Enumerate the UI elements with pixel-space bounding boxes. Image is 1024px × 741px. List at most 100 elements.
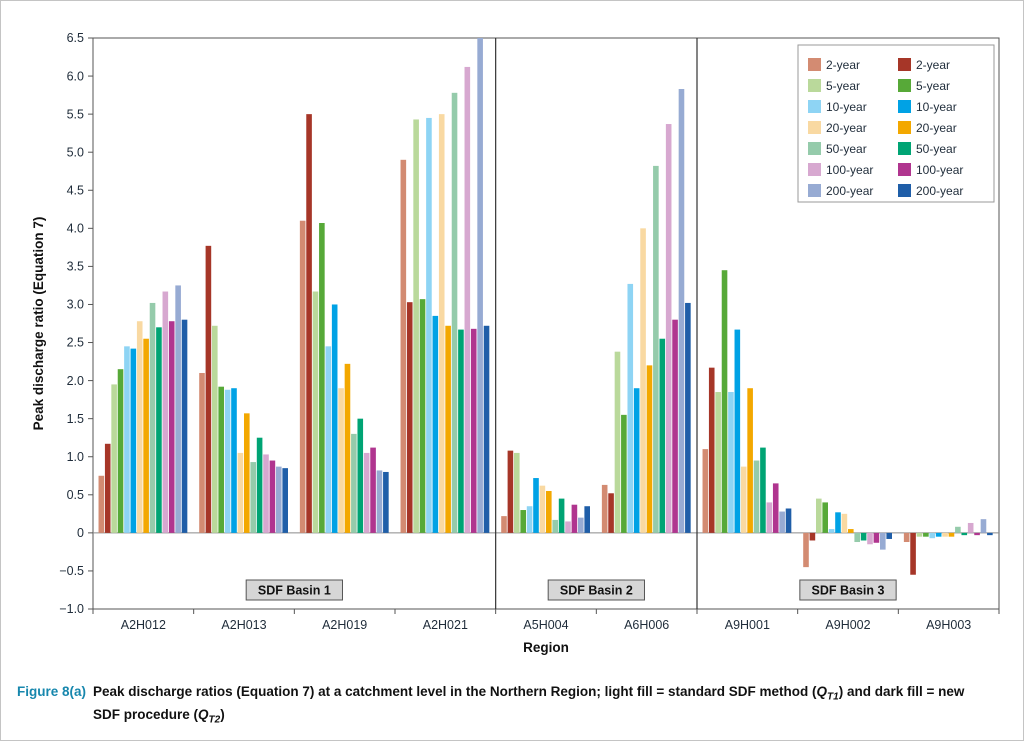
y-tick-label: 2.0 [67,374,84,388]
bar-chart: 6.5 6.0 5.5 5.0 4.5 4.0 3.5 3.0 2.5 2.0 1.5 1.0 0.5 0… [31,31,1000,655]
bar-A9H001-10-year-dark [734,329,741,533]
bar-A2H012-10-year-dark [130,348,137,533]
bar-A2H021-10-year-dark [432,315,439,533]
legend-swatch-light-2-year [808,58,821,71]
bar-A5H004-5-year-dark [520,510,526,533]
legend-swatch-dark-5-year [898,79,911,92]
bar-A2H019-50-year-light [351,433,357,533]
caption-line-1: Peak discharge ratios (Equation 7) at a … [93,684,965,703]
bar-A9H002-50-year-dark [860,532,867,541]
bar-A5H004-50-year-light [552,519,558,533]
x-tick-label: A2H012 [121,618,166,632]
bar-A9H002-20-year-dark [848,529,854,533]
bar-A5H004-10-year-light [526,506,533,533]
bar-A2H013-5-year-dark [218,386,224,533]
basin-label: SDF Basin 3 [799,579,897,601]
bar-A6H006-200-year-light [678,89,685,533]
bar-A6H006-5-year-light [614,351,621,533]
bar-A6H006-100-year-dark [672,319,678,533]
bar-A9H002-200-year-dark [886,532,892,539]
legend-label-dark: 5-year [916,79,950,93]
bar-A9H003-200-year-light [980,519,987,533]
bar-A9H001-2-year-dark [708,367,715,533]
bar-A9H001-50-year-dark [760,447,766,533]
x-tick-label: A9H003 [926,618,971,632]
bar-A9H002-100-year-dark [873,532,880,543]
bar-A2H013-10-year-light [224,389,231,533]
bar-A9H003-20-year-dark [948,532,955,537]
bar-A9H002-100-year-light [867,532,873,545]
bar-A2H019-50-year-dark [357,418,364,533]
bar-A9H001-200-year-light [779,511,785,533]
caption-text: Peak discharge ratios (Equation 7) at a … [93,682,964,728]
y-axis-title: Peak discharge ratio (Equation 7) [31,217,46,431]
bar-A2H013-100-year-dark [269,460,276,533]
bar-A5H004-100-year-dark [571,504,578,533]
bar-A2H012-5-year-light [111,384,117,533]
x-tick-label: A2H019 [322,618,367,632]
y-tick-label: 3.5 [67,260,84,274]
bar-A9H001-20-year-dark [747,388,753,533]
bar-A6H006-100-year-light [665,124,672,533]
bar-A2H019-100-year-dark [370,447,376,533]
legend-swatch-light-200-year [808,184,821,197]
basin-label: SDF Basin 2 [547,579,645,601]
bar-A2H021-5-year-light [413,119,419,533]
bar-A2H019-200-year-light [376,470,383,533]
y-tick-label: 3.0 [67,298,84,312]
bar-A9H002-10-year-dark [835,512,841,533]
bar-A2H013-2-year-light [199,372,205,533]
legend-swatch-light-10-year [808,100,821,113]
bar-A2H012-100-year-dark [168,321,175,533]
bar-A2H019-5-year-dark [319,223,325,533]
legend-label-dark: 100-year [916,163,963,177]
bar-A2H019-2-year-light [299,220,306,533]
bar-A9H003-2-year-dark [910,532,916,575]
bar-A9H003-10-year-dark [935,532,942,537]
bar-A9H001-5-year-dark [721,270,728,533]
bar-A2H021-10-year-light [426,117,432,533]
bar-A5H004-5-year-light [514,452,520,533]
bar-A9H003-20-year-light [942,532,948,537]
bar-A2H021-2-year-light [400,159,407,533]
figure-caption: Figure 8(a) Peak discharge ratios (Equat… [17,682,1007,728]
bar-A9H003-10-year-light [929,532,936,539]
bar-A9H001-5-year-light [715,392,721,533]
legend-swatch-dark-200-year [898,184,911,197]
bar-A2H012-2-year-dark [104,443,111,533]
y-tick-label: 1.5 [67,412,84,426]
legend-label-dark: 20-year [916,121,957,135]
bar-A2H012-20-year-dark [143,338,149,533]
bar-A2H019-200-year-dark [383,471,389,533]
legend-swatch-dark-10-year [898,100,911,113]
bar-A6H006-50-year-light [653,165,659,533]
bar-A9H001-10-year-light [728,392,734,533]
bar-A6H006-5-year-dark [621,414,627,533]
bar-A2H012-20-year-light [136,321,143,533]
bar-A9H001-2-year-light [702,449,709,533]
bar-A2H021-20-year-light [438,114,445,533]
bars [98,38,993,575]
bar-A9H002-50-year-light [854,532,860,543]
legend-label-dark: 10-year [916,100,957,114]
bar-A6H006-10-year-light [627,283,634,533]
bar-A5H004-100-year-light [565,521,571,533]
legend-swatch-light-100-year [808,163,821,176]
legend-swatch-dark-50-year [898,142,911,155]
bar-A2H021-2-year-dark [406,302,413,533]
bar-A5H004-50-year-dark [558,498,565,533]
bar-A9H001-50-year-light [753,460,760,533]
bar-A2H021-50-year-dark [458,329,464,533]
bar-A9H003-2-year-light [903,532,910,543]
caption-label: Figure 8(a) [17,684,87,699]
legend-label-light: 2-year [826,58,860,72]
bar-A2H013-200-year-light [276,466,282,533]
bar-A9H003-200-year-dark [987,532,993,536]
bar-A9H002-5-year-dark [822,502,828,533]
bar-A2H013-10-year-dark [231,388,237,533]
bar-A9H001-100-year-dark [772,483,779,533]
y-tick-label: −0.5 [59,564,84,578]
bar-A2H012-5-year-dark [117,369,124,533]
bar-A9H001-100-year-light [766,502,773,533]
bar-A5H004-10-year-dark [533,478,539,533]
